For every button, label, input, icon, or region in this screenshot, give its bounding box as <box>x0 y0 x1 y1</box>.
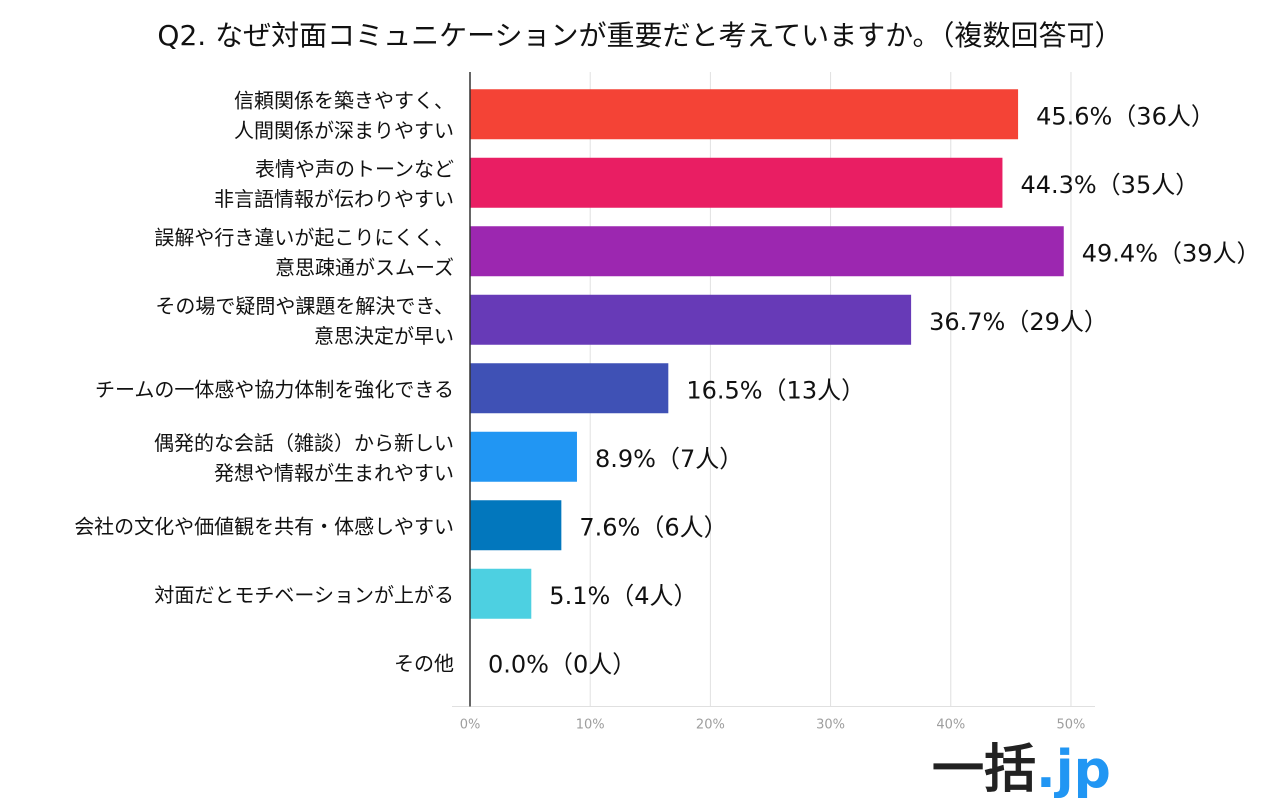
x-tick-label: 30% <box>816 718 845 733</box>
data-labels: 45.6%（36人） 44.3%（35人） 49.4%（39人） 36.7%（29人）… <box>488 102 1261 678</box>
x-axis-ticks: 0% 10% 20% 30% 40% 50% <box>460 718 1086 733</box>
category-label: 誤解や行き違いが起こりにくく、 <box>154 225 454 249</box>
category-label: 対面だとモチベーションが上がる <box>154 583 454 607</box>
data-label: 8.9%（7人） <box>595 445 743 473</box>
x-tick-label: 20% <box>696 718 725 733</box>
x-tick-label: 40% <box>936 718 965 733</box>
data-label: 7.6%（6人） <box>579 513 727 541</box>
bar <box>470 500 562 551</box>
category-label: 意思疎通がスムーズ <box>275 255 454 279</box>
data-label: 36.7%（29人） <box>929 308 1108 336</box>
logo-text: 一括 <box>932 740 1037 800</box>
data-label: 45.6%（36人） <box>1036 102 1215 130</box>
bar <box>470 89 1019 140</box>
x-tick-label: 0% <box>460 718 481 733</box>
category-label: その場で疑問や課題を解決でき、 <box>155 294 454 318</box>
data-label: 0.0%（0人） <box>488 650 636 678</box>
bar <box>470 431 577 482</box>
data-label: 44.3%（35人） <box>1020 171 1199 199</box>
bar <box>470 226 1064 277</box>
ikkatsu-logo: 一括.jp <box>932 738 1132 802</box>
category-label: 偶発的な会話（雑談）から新しい <box>154 431 454 455</box>
category-label: その他 <box>394 651 454 675</box>
x-tick-label: 10% <box>576 718 605 733</box>
x-tick-label: 50% <box>1057 718 1086 733</box>
chart-title: Q2. なぜ対面コミュニケーションが重要だと考えていますか。（複数回答可） <box>157 19 1123 52</box>
category-label: 人間関係が深まりやすい <box>234 118 454 142</box>
bar <box>470 363 669 414</box>
category-label: チームの一体感や協力体制を強化できる <box>95 377 454 401</box>
bar <box>470 294 912 345</box>
category-label: 非言語情報が伝わりやすい <box>214 187 454 211</box>
bars <box>470 89 1064 619</box>
category-label: 会社の文化や価値観を共有・体感しやすい <box>74 514 454 538</box>
category-label: 意思決定が早い <box>314 324 454 348</box>
data-label: 49.4%（39人） <box>1082 239 1261 267</box>
data-label: 5.1%（4人） <box>549 582 697 610</box>
logo-domain: .jp <box>1036 740 1111 800</box>
category-label: 発想や情報が生まれやすい <box>214 461 454 485</box>
bar <box>470 157 1003 208</box>
category-label: 表情や声のトーンなど <box>255 157 454 181</box>
category-label: 信頼関係を築きやすく、 <box>234 88 454 112</box>
data-label: 16.5%（13人） <box>686 376 865 404</box>
category-labels: 信頼関係を築きやすく、人間関係が深まりやすい表情や声のトーンなど非言語情報が伝わ… <box>74 88 454 675</box>
bar <box>470 568 532 619</box>
